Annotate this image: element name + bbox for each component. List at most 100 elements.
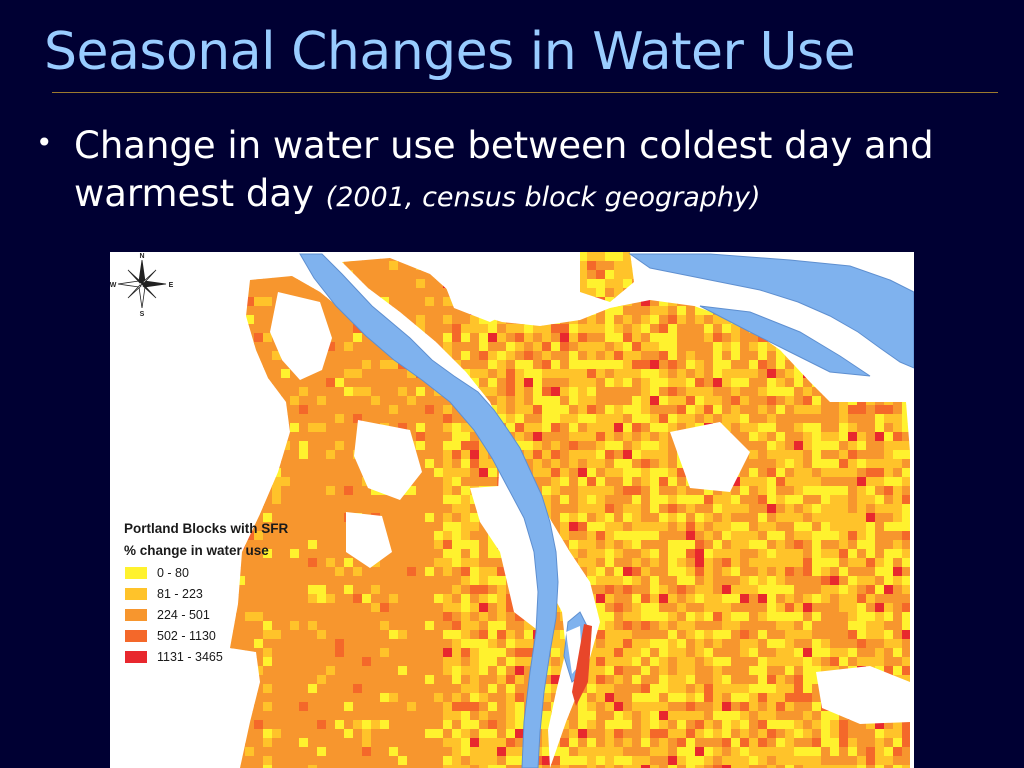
- census-block: [623, 333, 633, 343]
- census-block: [479, 252, 489, 262]
- census-block: [398, 531, 408, 541]
- census-block: [434, 549, 444, 559]
- census-block: [182, 495, 192, 505]
- census-block: [398, 576, 408, 586]
- census-block: [866, 504, 876, 514]
- census-block: [200, 486, 210, 496]
- census-block: [578, 270, 588, 280]
- census-block: [461, 603, 471, 613]
- census-block: [470, 378, 480, 388]
- census-block: [146, 351, 156, 361]
- census-block: [776, 441, 786, 451]
- census-block: [263, 495, 273, 505]
- census-block: [542, 468, 552, 478]
- census-block: [569, 396, 579, 406]
- census-block: [236, 450, 246, 460]
- census-block: [587, 378, 597, 388]
- census-block: [155, 684, 165, 694]
- census-block: [146, 333, 156, 343]
- census-block: [821, 738, 831, 748]
- census-block: [353, 657, 363, 667]
- census-block: [578, 396, 588, 406]
- census-block: [290, 576, 300, 586]
- census-block: [857, 396, 867, 406]
- census-block: [263, 666, 273, 676]
- census-block: [857, 477, 867, 487]
- census-block: [749, 540, 759, 550]
- census-block: [254, 288, 264, 298]
- census-block: [677, 504, 687, 514]
- census-block: [704, 612, 714, 622]
- census-block: [470, 558, 480, 568]
- census-block: [875, 495, 885, 505]
- census-block: [398, 378, 408, 388]
- census-block: [722, 720, 732, 730]
- census-block: [650, 477, 660, 487]
- census-block: [218, 270, 228, 280]
- census-block: [632, 468, 642, 478]
- census-block: [641, 315, 651, 325]
- census-block: [884, 378, 894, 388]
- census-block: [713, 540, 723, 550]
- census-block: [713, 675, 723, 685]
- census-block: [785, 612, 795, 622]
- census-block: [218, 720, 228, 730]
- census-block: [659, 396, 669, 406]
- census-block: [119, 504, 129, 514]
- census-block: [263, 522, 273, 532]
- census-block: [533, 450, 543, 460]
- census-block: [569, 315, 579, 325]
- census-block: [461, 621, 471, 631]
- census-block: [911, 567, 914, 577]
- census-block: [794, 738, 804, 748]
- census-block: [497, 693, 507, 703]
- census-block: [230, 675, 237, 685]
- census-block: [911, 675, 914, 685]
- census-block: [803, 315, 813, 325]
- census-block: [353, 702, 363, 712]
- census-block: [308, 495, 318, 505]
- census-block: [218, 711, 228, 721]
- census-block: [893, 414, 903, 424]
- census-block: [317, 540, 327, 550]
- census-block: [587, 423, 597, 433]
- census-block: [155, 711, 165, 721]
- census-block: [353, 738, 363, 748]
- census-block: [785, 567, 795, 577]
- census-block: [587, 342, 597, 352]
- census-block: [884, 477, 894, 487]
- census-block: [470, 360, 480, 370]
- census-block: [128, 432, 138, 442]
- census-block: [848, 450, 858, 460]
- census-block: [713, 378, 723, 388]
- census-block: [272, 459, 282, 469]
- census-block: [704, 288, 714, 298]
- census-block: [893, 486, 903, 496]
- census-block: [425, 261, 435, 271]
- census-block: [677, 315, 687, 325]
- census-block: [641, 621, 651, 631]
- census-block: [281, 612, 291, 622]
- census-block: [605, 360, 615, 370]
- census-block: [398, 603, 408, 613]
- census-block: [596, 423, 606, 433]
- census-block: [587, 648, 597, 658]
- census-block: [452, 522, 462, 532]
- census-block: [794, 621, 804, 631]
- census-block: [758, 486, 768, 496]
- census-block: [155, 405, 165, 415]
- census-block: [425, 531, 435, 541]
- census-block: [434, 486, 444, 496]
- census-block: [596, 738, 606, 748]
- census-block: [416, 702, 426, 712]
- census-block: [488, 657, 498, 667]
- census-block: [146, 432, 156, 442]
- census-block: [380, 720, 390, 730]
- census-block: [425, 414, 435, 424]
- census-block: [173, 378, 183, 388]
- census-block: [488, 729, 498, 739]
- census-block: [308, 432, 318, 442]
- census-block: [605, 252, 615, 262]
- census-block: [200, 414, 210, 424]
- census-block: [335, 621, 345, 631]
